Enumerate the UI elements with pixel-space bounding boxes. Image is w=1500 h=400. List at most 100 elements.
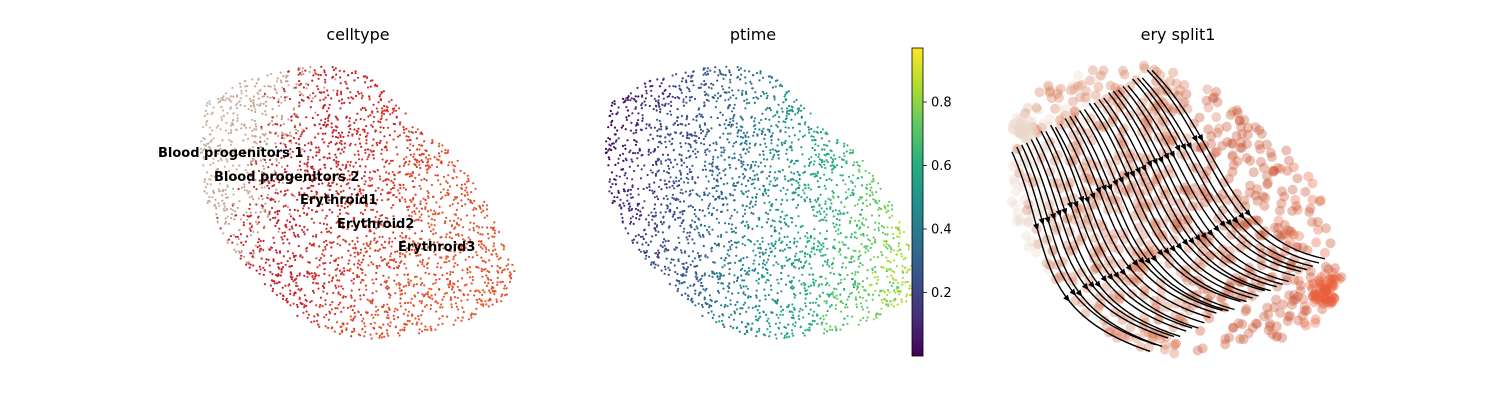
celltype-point bbox=[267, 213, 270, 216]
ptime-point bbox=[677, 198, 680, 201]
ptime-point bbox=[812, 163, 815, 166]
celltype-point bbox=[374, 249, 377, 252]
celltype-point bbox=[393, 310, 396, 313]
ptime-point bbox=[861, 196, 864, 199]
celltype-point bbox=[356, 262, 359, 265]
ptime-point bbox=[851, 181, 854, 184]
celltype-point bbox=[407, 163, 410, 166]
ptime-point bbox=[720, 154, 723, 157]
ptime-point bbox=[787, 323, 790, 326]
ptime-point bbox=[726, 305, 729, 308]
celltype-point bbox=[309, 149, 312, 152]
celltype-point bbox=[329, 167, 333, 170]
ptime-point bbox=[828, 265, 831, 268]
ptime-point bbox=[902, 271, 905, 274]
ptime-point bbox=[628, 209, 631, 212]
ptime-point bbox=[774, 240, 777, 243]
celltype-point bbox=[209, 133, 212, 136]
celltype-point bbox=[429, 307, 432, 310]
ptime-point bbox=[801, 250, 804, 253]
ptime-point bbox=[760, 226, 764, 229]
ptime-point bbox=[813, 175, 816, 178]
celltype-point bbox=[318, 158, 321, 161]
celltype-point bbox=[417, 254, 420, 257]
ptime-point bbox=[825, 322, 828, 325]
ptime-point bbox=[683, 161, 686, 164]
ptime-point bbox=[703, 272, 707, 275]
celltype-point bbox=[359, 188, 362, 192]
ptime-point bbox=[791, 332, 794, 335]
ptime-point bbox=[687, 75, 690, 78]
celltype-point bbox=[351, 330, 354, 333]
ptime-point bbox=[778, 220, 781, 223]
ptime-point bbox=[835, 183, 839, 187]
ptime-point bbox=[765, 145, 768, 148]
celltype-point bbox=[250, 195, 254, 198]
ptime-point bbox=[874, 238, 877, 241]
celltype-point bbox=[349, 268, 352, 271]
celltype-point bbox=[281, 286, 284, 289]
celltype-point bbox=[215, 207, 218, 210]
celltype-point bbox=[318, 325, 321, 328]
celltype-point bbox=[288, 208, 292, 211]
celltype-point bbox=[408, 253, 411, 256]
celltype-point bbox=[341, 148, 344, 151]
celltype-point bbox=[222, 232, 225, 235]
ptime-point bbox=[777, 120, 780, 123]
ptime-point bbox=[770, 142, 773, 145]
celltype-point bbox=[402, 158, 406, 161]
ptime-point bbox=[664, 211, 667, 214]
ptime-point bbox=[861, 202, 865, 205]
ptime-point bbox=[803, 198, 806, 201]
ptime-point bbox=[803, 183, 806, 186]
celltype-point bbox=[390, 206, 393, 209]
celltype-point bbox=[338, 208, 341, 211]
ptime-point bbox=[630, 207, 634, 211]
celltype-point bbox=[388, 237, 391, 240]
ptime-point bbox=[819, 212, 822, 215]
ptime-point bbox=[796, 170, 799, 174]
ptime-point bbox=[757, 178, 760, 182]
ptime-point bbox=[725, 231, 728, 234]
celltype-point bbox=[415, 137, 418, 140]
celltype-point bbox=[476, 266, 479, 269]
celltype-point bbox=[401, 328, 404, 331]
celltype-point bbox=[305, 299, 308, 302]
ptime-point bbox=[821, 321, 824, 324]
celltype-point bbox=[335, 274, 338, 277]
ptime-point bbox=[797, 231, 800, 234]
ptime-point bbox=[724, 296, 728, 299]
celltype-point bbox=[263, 283, 266, 286]
celltype-point bbox=[417, 242, 420, 245]
ptime-point bbox=[735, 97, 738, 100]
celltype-point bbox=[425, 304, 428, 307]
celltype-point bbox=[342, 227, 345, 230]
celltype-point bbox=[213, 175, 216, 178]
ptime-point bbox=[689, 263, 692, 266]
celltype-point bbox=[236, 243, 239, 246]
celltype-point bbox=[326, 177, 329, 180]
celltype-point bbox=[385, 329, 389, 332]
ptime-point bbox=[858, 219, 861, 222]
ptime-point bbox=[775, 313, 778, 316]
celltype-point bbox=[266, 95, 269, 98]
celltype-point bbox=[412, 240, 415, 243]
ptime-point bbox=[648, 123, 651, 126]
ptime-point bbox=[851, 277, 854, 281]
celltype-point bbox=[500, 243, 503, 246]
celltype-point bbox=[240, 123, 243, 126]
ptime-point bbox=[825, 144, 828, 147]
celltype-point bbox=[375, 227, 378, 230]
celltype-point bbox=[363, 118, 366, 121]
celltype-point bbox=[328, 152, 331, 155]
ptime-point bbox=[743, 279, 746, 282]
ptime-point bbox=[727, 290, 730, 293]
ptime-point bbox=[859, 319, 862, 322]
ptime-point bbox=[676, 206, 679, 210]
ptime-point bbox=[636, 157, 639, 160]
celltype-point bbox=[211, 196, 214, 199]
ptime-point bbox=[761, 262, 765, 265]
ptime-point bbox=[833, 238, 836, 241]
celltype-point bbox=[232, 123, 235, 126]
ptime-point bbox=[787, 109, 791, 112]
